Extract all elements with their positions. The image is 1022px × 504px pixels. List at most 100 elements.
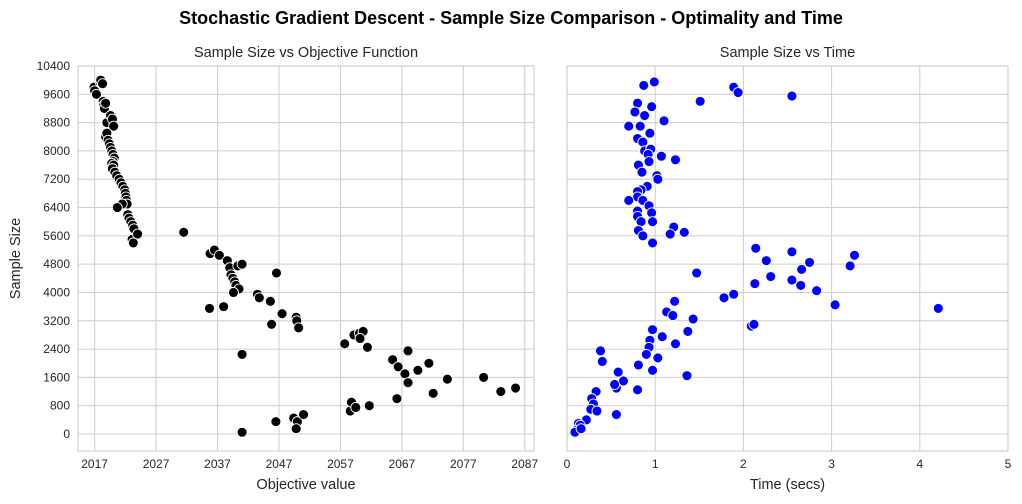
- data-point: [441, 373, 453, 385]
- y-tick-label: 5600: [43, 229, 70, 243]
- data-point: [412, 364, 424, 376]
- data-point: [647, 324, 659, 336]
- x-tick-label: 3: [828, 457, 835, 471]
- objective-gridlines: [78, 65, 534, 451]
- x-tick-label: 2087: [511, 457, 538, 471]
- objective-points: [88, 74, 522, 438]
- x-tick-label: 2077: [450, 457, 477, 471]
- data-point: [634, 120, 646, 132]
- y-tick-label: 8800: [43, 116, 70, 130]
- figure-suptitle: Stochastic Gradient Descent - Sample Siz…: [179, 8, 843, 28]
- data-point: [644, 127, 656, 139]
- data-point: [667, 310, 679, 321]
- y-tick-label: 9600: [43, 87, 70, 101]
- x-tick-label: 0: [564, 457, 571, 471]
- y-axis-label: Sample Size: [8, 218, 24, 299]
- data-point: [204, 302, 215, 314]
- x-tick-label: 2017: [81, 457, 108, 471]
- data-point: [100, 97, 112, 109]
- data-point: [640, 348, 652, 360]
- data-point: [623, 120, 635, 132]
- data-point: [339, 338, 351, 350]
- data-point: [678, 226, 690, 238]
- data-point: [127, 237, 139, 249]
- data-point: [682, 325, 694, 337]
- data-point: [350, 402, 362, 413]
- data-point: [293, 322, 305, 334]
- panel-title: Sample Size vs Objective Function: [194, 45, 418, 61]
- x-tick-label: 5: [1005, 457, 1012, 471]
- y-tick-label: 10400: [37, 59, 71, 73]
- data-point: [218, 301, 230, 313]
- data-point: [90, 88, 102, 100]
- objective-scatter-panel: 2017 2027 2037 2047 2057 2067 2077 2087 0 800 1600…: [8, 45, 538, 493]
- data-point: [786, 246, 798, 258]
- data-point: [132, 228, 144, 240]
- data-point: [652, 352, 664, 364]
- x-tick-label: 1: [652, 457, 659, 471]
- time-axes-frame: [566, 65, 1009, 452]
- data-point: [298, 409, 309, 421]
- data-point: [266, 318, 278, 330]
- data-point: [681, 370, 693, 382]
- y-tick-label: 8000: [43, 144, 70, 158]
- data-point: [643, 156, 655, 167]
- data-point: [669, 295, 681, 307]
- data-point: [786, 90, 798, 102]
- data-point: [236, 258, 248, 270]
- data-point: [228, 287, 239, 298]
- data-point: [786, 274, 798, 286]
- data-point: [750, 242, 762, 254]
- data-point: [629, 106, 641, 118]
- data-point: [647, 364, 659, 376]
- y-tick-label: 6400: [43, 201, 70, 215]
- data-point: [811, 285, 823, 297]
- time-points: [569, 76, 944, 438]
- data-point: [656, 331, 668, 343]
- data-point: [646, 101, 658, 113]
- data-point: [670, 338, 681, 350]
- y-tick-label: 7200: [43, 172, 70, 186]
- data-point: [796, 264, 808, 275]
- data-point: [596, 356, 608, 367]
- data-point: [178, 226, 190, 238]
- data-point: [97, 78, 109, 90]
- data-point: [932, 302, 944, 314]
- data-point: [632, 359, 644, 371]
- data-point: [647, 216, 659, 228]
- data-point: [270, 416, 282, 428]
- x-tick-label: 2: [740, 457, 747, 471]
- x-axis-label: Time (secs): [750, 477, 825, 493]
- data-point: [387, 354, 399, 366]
- data-point: [795, 279, 807, 291]
- data-point: [609, 379, 621, 390]
- data-point: [636, 166, 648, 178]
- y-tick-label: 4000: [43, 285, 70, 299]
- data-point: [652, 173, 664, 185]
- x-tick-label: 2047: [266, 457, 293, 471]
- data-point: [804, 256, 815, 268]
- data-point: [623, 195, 635, 206]
- data-point: [829, 299, 841, 311]
- y-tick-label: 2400: [43, 342, 70, 356]
- data-point: [575, 423, 587, 435]
- x-tick-label: 2027: [143, 457, 170, 471]
- data-point: [637, 230, 649, 242]
- data-point: [765, 271, 777, 282]
- x-tick-label: 2037: [204, 457, 231, 471]
- data-point: [108, 120, 120, 132]
- data-point: [694, 95, 706, 107]
- data-point: [363, 400, 375, 412]
- data-point: [402, 377, 414, 389]
- data-point: [427, 387, 439, 399]
- data-point: [748, 318, 760, 330]
- y-tick-label: 1600: [43, 370, 70, 384]
- data-point: [670, 154, 681, 166]
- data-point: [732, 87, 744, 98]
- data-point: [749, 278, 761, 290]
- data-point: [648, 76, 660, 88]
- data-point: [658, 115, 670, 127]
- data-point: [639, 110, 651, 121]
- data-point: [111, 202, 123, 213]
